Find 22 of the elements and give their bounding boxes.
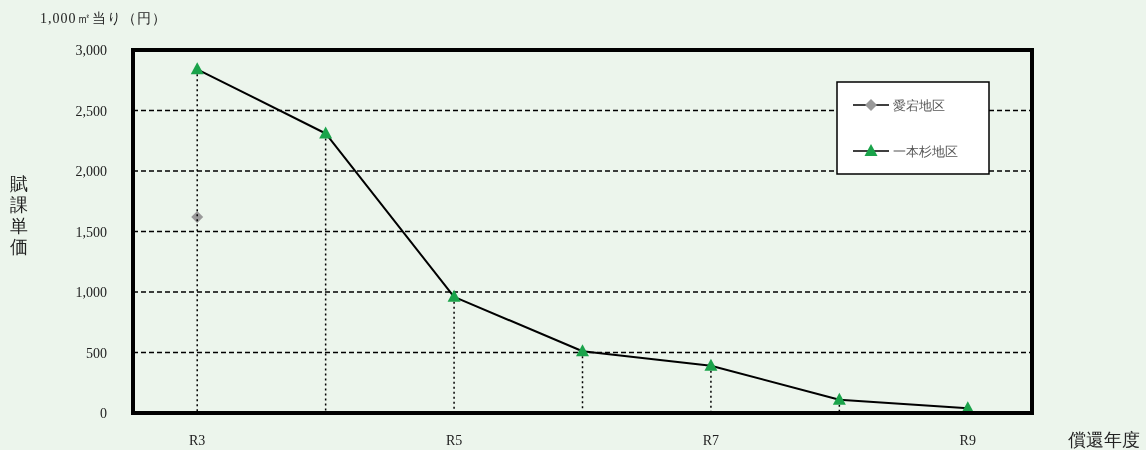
y-axis-title: 賦課単価 (10, 174, 28, 257)
x-axis-title: 償還年度 (1068, 430, 1140, 450)
point (576, 344, 589, 357)
point (704, 358, 718, 371)
y-tick-label: 0 (100, 406, 107, 421)
point (190, 62, 204, 75)
legend-label: 一本杉地区 (893, 144, 958, 159)
text: 1,000㎡当り（円） (40, 11, 167, 26)
y-tick-label: 2,000 (75, 164, 107, 179)
x-tick-label: R9 (959, 433, 976, 448)
point (319, 126, 333, 139)
y-tick-label: 500 (86, 345, 107, 361)
x-tick-label: R3 (189, 433, 206, 448)
point (447, 289, 461, 302)
x-tick-label: R7 (702, 433, 720, 448)
y-tick-label: 3,000 (75, 43, 107, 58)
y-tick-label: 2,500 (75, 103, 107, 119)
y-tick-label: 1,000 (75, 285, 107, 300)
x-tick-label: R5 (445, 433, 463, 448)
legend-label: 愛宕地区 (893, 98, 945, 113)
y-tick-label: 1,500 (75, 224, 107, 240)
point (832, 392, 846, 405)
